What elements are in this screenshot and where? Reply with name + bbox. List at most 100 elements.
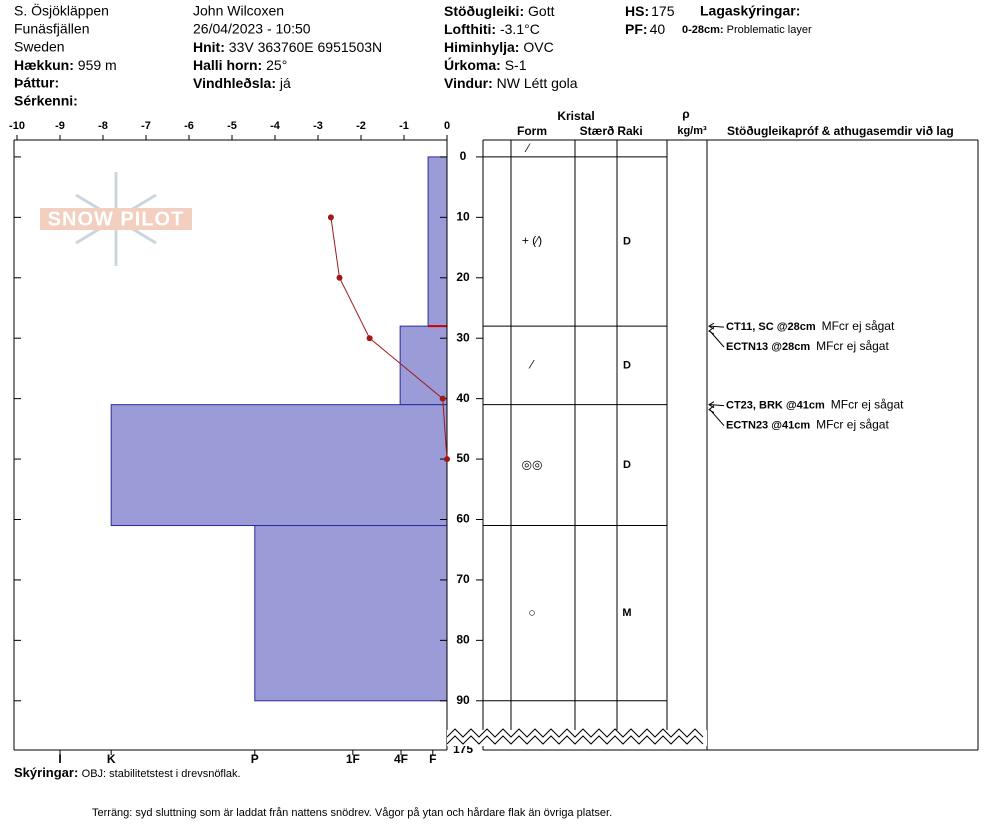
temperature-point <box>336 274 343 281</box>
air-temp: Lofthiti: -3.1°C <box>444 21 540 37</box>
legend-label: Skýringar: <box>14 765 78 780</box>
elevation: Hækkun: 959 m <box>14 57 117 73</box>
stability: Stöðugleiki: Gott <box>444 3 555 19</box>
test-pointer <box>709 325 725 328</box>
header-density: ρ <box>682 107 689 121</box>
label: Hækkun: <box>14 57 74 73</box>
x-tick-label: -6 <box>184 120 194 132</box>
label: Úrkoma: <box>444 56 501 73</box>
range: 0-28cm: <box>682 24 724 36</box>
datetime: 26/04/2023 - 10:50 <box>193 21 311 37</box>
wind: Vindur: NW Létt gola <box>444 75 578 91</box>
coords: Hnit: 33V 363760E 6951503N <box>193 39 382 55</box>
footer: Terräng: syd sluttning som är laddat frå… <box>92 807 612 819</box>
header-moisture: Raki <box>617 124 642 138</box>
logo: SNOW PILOT <box>40 172 192 266</box>
crystal-form: + (⁄) <box>522 234 542 248</box>
value: 959 m <box>78 57 117 73</box>
hardness-tick-label: F <box>429 752 436 766</box>
y-tick-label: 0 <box>460 149 467 163</box>
header-density-unit: kg/m³ <box>677 125 707 137</box>
x-tick-label: -2 <box>356 120 366 132</box>
test-note: MFcr ej sågat <box>831 398 904 412</box>
temperature-point <box>366 335 373 342</box>
moisture: M <box>622 607 631 619</box>
value: 25° <box>266 57 287 73</box>
value: NW Létt gola <box>497 75 578 91</box>
hardness-tick-label: K <box>107 752 116 766</box>
test-code: ECTN13 @28cm <box>726 341 810 353</box>
country: Sweden <box>14 39 65 55</box>
y-tick-label: 20 <box>456 270 470 284</box>
slope: Halli horn: 25° <box>193 57 287 73</box>
header-tests: Stöðugleikapróf & athugasemdir við lag <box>727 124 954 138</box>
range: Funäsfjällen <box>14 21 90 37</box>
y-tick-label: 50 <box>456 451 470 465</box>
test-arrowhead <box>708 326 715 335</box>
x-tick-label: -1 <box>399 120 409 132</box>
break-mask <box>447 730 707 746</box>
label: Halli horn: <box>193 57 262 73</box>
precip: Úrkoma: S-1 <box>444 56 527 73</box>
label: Lofthiti: <box>444 21 496 37</box>
x-tick-label: 0 <box>444 120 450 132</box>
test: ECTN23 @41cm MFcr ej sågat <box>726 418 889 432</box>
table-frame: Kristal Form Stærð Raki ρ kg/m³ Stöðugle… <box>482 107 979 751</box>
location: S. Ösjökläppen <box>14 2 109 19</box>
test-pointer <box>709 409 725 427</box>
test-code: CT23, BRK @41cm <box>726 400 825 412</box>
y-tick-label: 80 <box>456 633 470 647</box>
test-note: MFcr ej sågat <box>822 319 895 333</box>
crystal-form: ○ <box>528 605 535 619</box>
temperature-point <box>327 214 334 221</box>
break-line <box>446 728 704 738</box>
label: Vindur: <box>444 75 493 91</box>
aspect-label: Þáttur: <box>14 75 59 91</box>
temperature-point <box>444 456 450 463</box>
layer-note: 0-28cm: Problematic layer <box>682 24 812 36</box>
test-code: CT11, SC @28cm <box>726 321 816 333</box>
x-tick-label: -4 <box>270 120 281 132</box>
layer-notes-label: Lagaskýringar: <box>700 3 800 19</box>
label: Himinhylja: <box>444 39 519 55</box>
value: Gott <box>528 3 555 19</box>
header-form: Form <box>517 124 547 138</box>
label: Vindhleðsla: <box>193 75 276 91</box>
wind-loading: Vindhleðsla: já <box>193 75 291 91</box>
test: CT11, SC @28cm MFcr ej sågat <box>726 319 895 333</box>
label: PF: <box>625 21 648 37</box>
observer: John Wilcoxen <box>193 3 284 19</box>
moisture: D <box>623 359 631 371</box>
legend-text: OBJ: stabilitetstest i drevsnöflak. <box>82 768 241 780</box>
hardness-bar <box>427 156 448 327</box>
value: S-1 <box>505 57 527 73</box>
hardness-tick-label: P <box>251 752 259 766</box>
pf: PF: 40 <box>625 21 665 37</box>
x-tick-label: -7 <box>141 120 151 132</box>
moisture: D <box>623 459 631 471</box>
hardness-bar <box>110 404 448 527</box>
sky: Himinhylja: OVC <box>444 39 554 55</box>
surface-form: ⁄ <box>524 141 531 155</box>
label: HS: <box>625 3 649 19</box>
temperature-point <box>439 395 446 402</box>
value: 33V 363760E 6951503N <box>229 39 382 55</box>
y-tick-label: 30 <box>456 330 470 344</box>
test: CT23, BRK @41cm MFcr ej sågat <box>726 398 904 412</box>
value: OVC <box>523 39 553 55</box>
hardness-tick-label: I <box>58 752 61 766</box>
label: Stöðugleiki: <box>444 3 524 19</box>
hardness-tick-label: 1F <box>346 752 360 766</box>
value: -3.1°C <box>500 21 540 37</box>
break-line <box>446 735 704 745</box>
y-tick-label: 10 <box>456 210 470 224</box>
x-tick-label: -5 <box>227 120 237 132</box>
test-code: ECTN23 @41cm <box>726 420 810 432</box>
y-tick-label: 90 <box>456 693 470 707</box>
logo-band <box>40 208 192 230</box>
test-pointer <box>709 404 725 407</box>
break <box>446 728 707 746</box>
header: S. Ösjökläppen Funäsfjällen Sweden Hækku… <box>14 2 812 109</box>
header-size: Stærð <box>580 124 615 138</box>
